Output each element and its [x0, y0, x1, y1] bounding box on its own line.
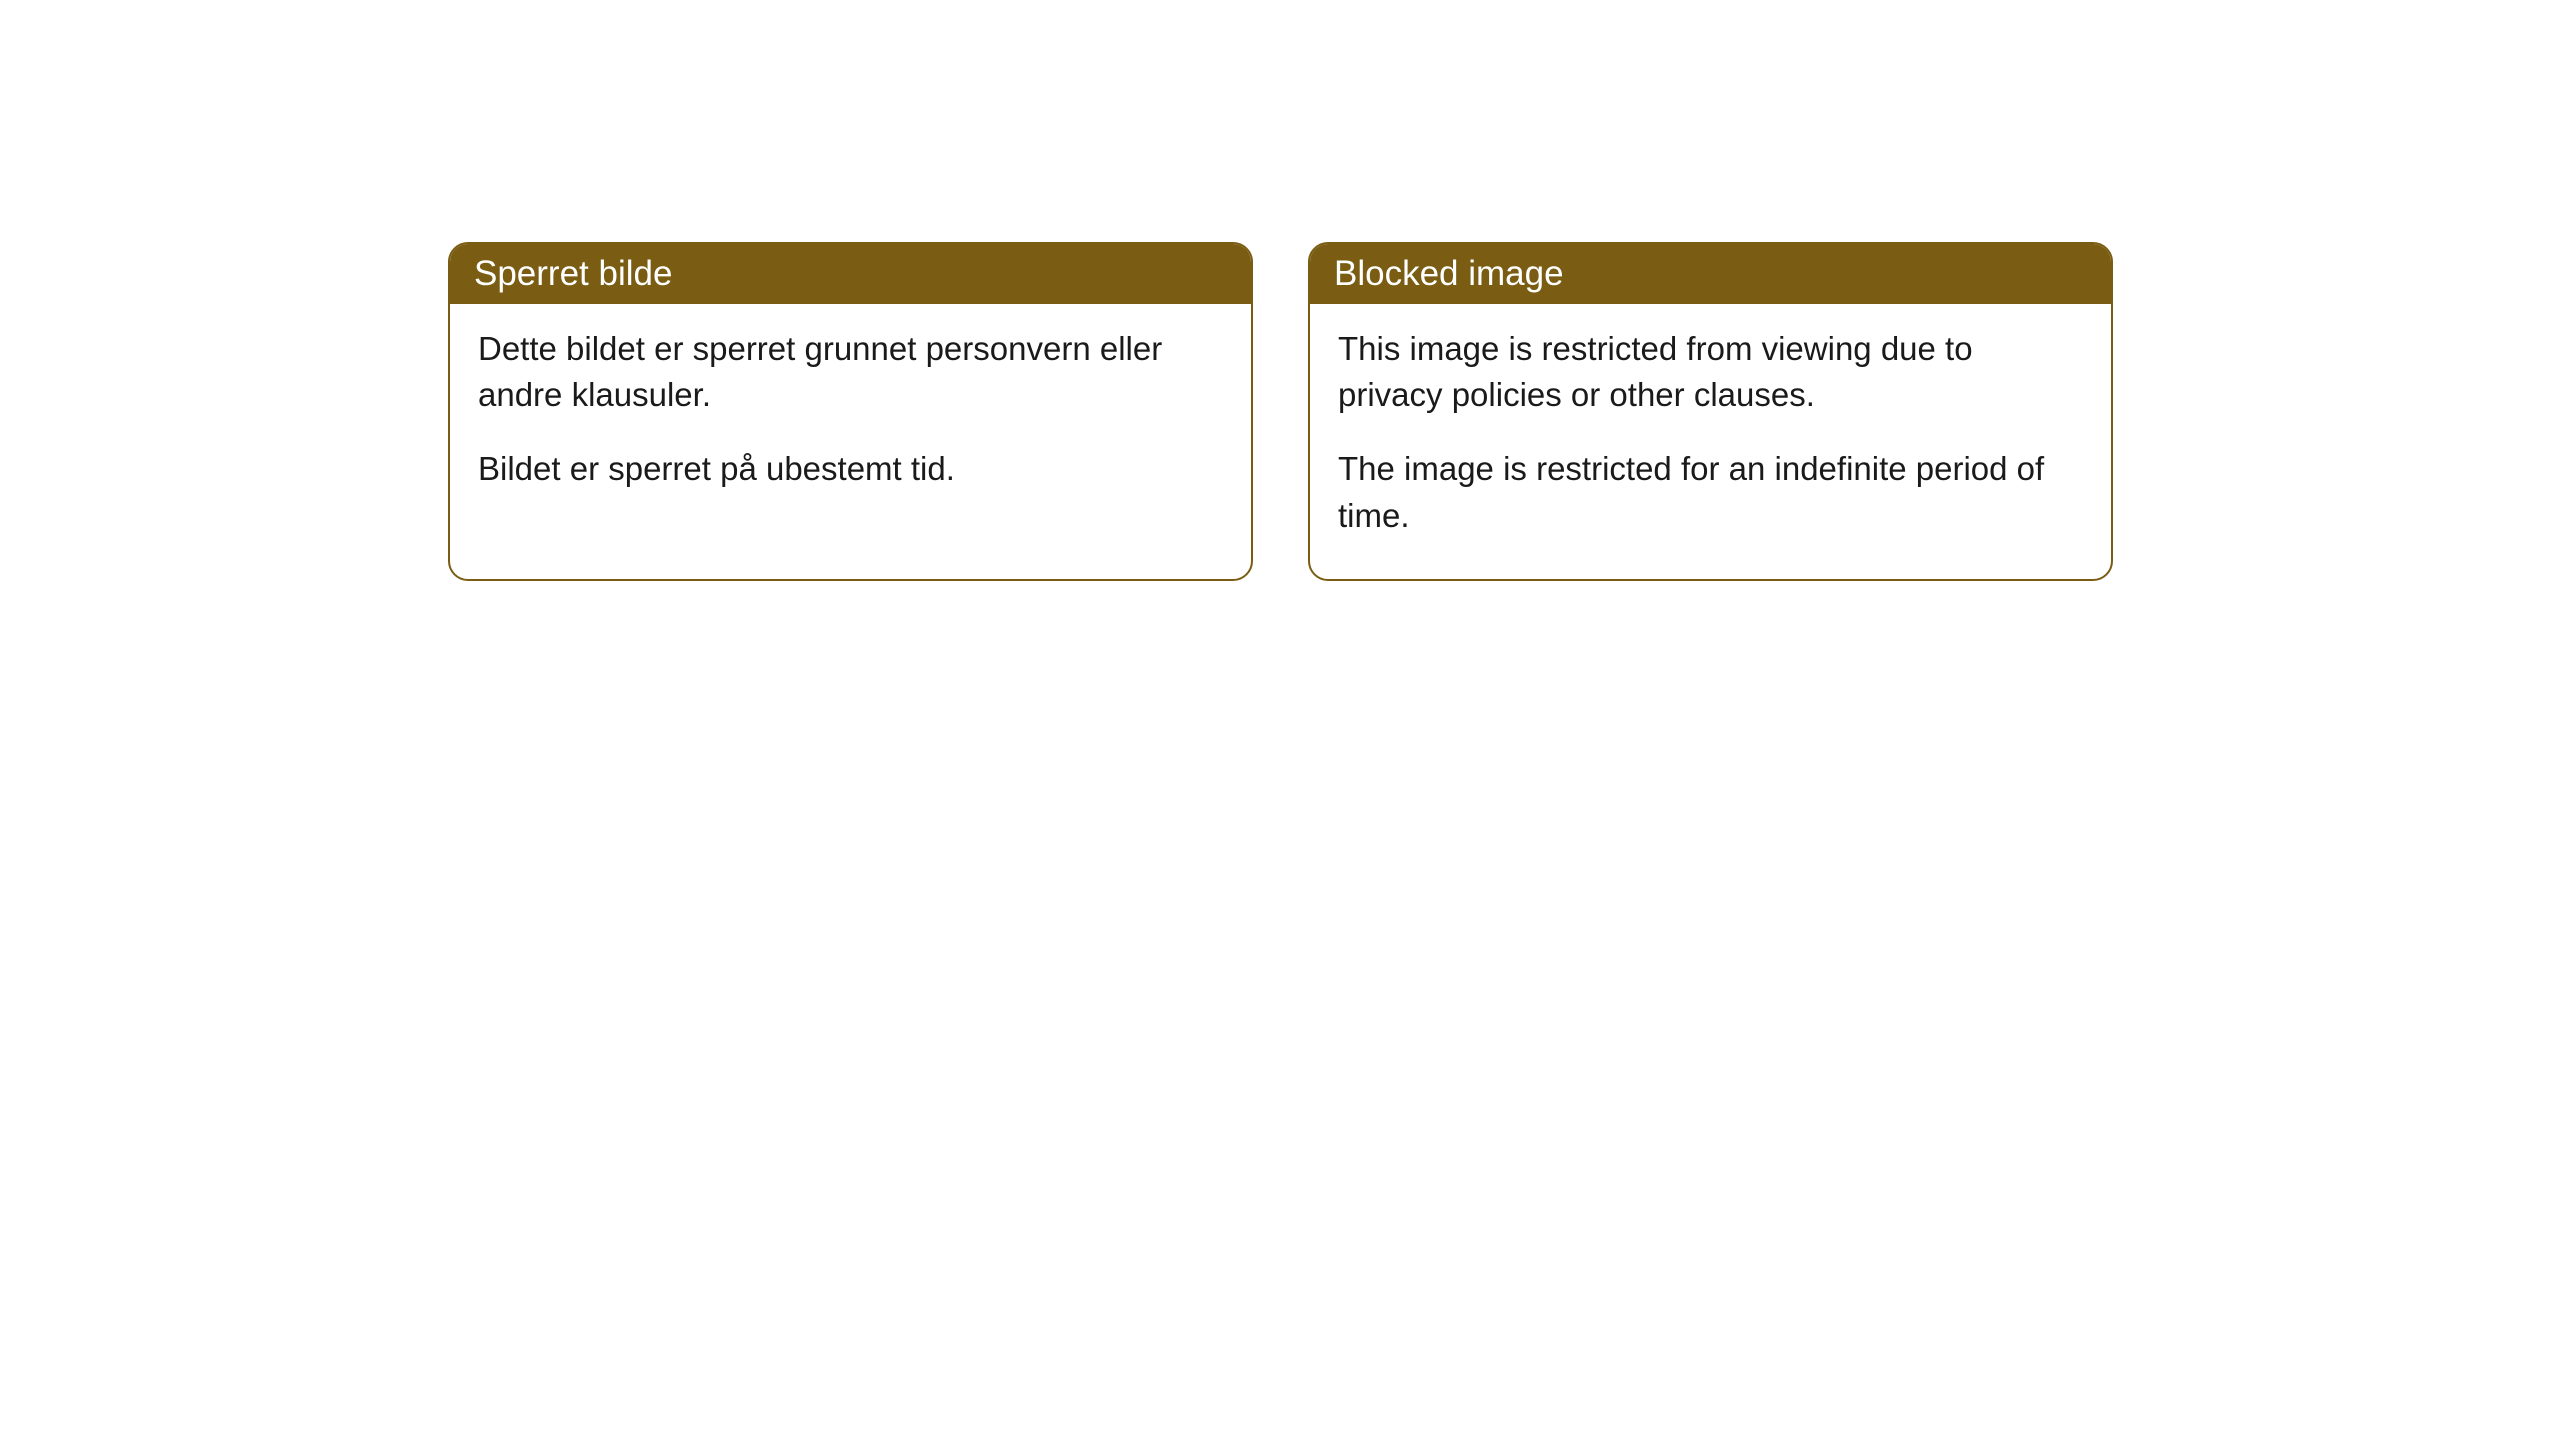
card-paragraph-2-en: The image is restricted for an indefinit…	[1338, 446, 2083, 538]
blocked-image-card-en: Blocked image This image is restricted f…	[1308, 242, 2113, 581]
card-body-en: This image is restricted from viewing du…	[1310, 304, 2111, 579]
card-title-en: Blocked image	[1334, 254, 1564, 293]
card-body-no: Dette bildet er sperret grunnet personve…	[450, 304, 1251, 533]
card-title-no: Sperret bilde	[474, 254, 672, 293]
card-header-en: Blocked image	[1310, 244, 2111, 304]
notice-cards-container: Sperret bilde Dette bildet er sperret gr…	[448, 242, 2113, 581]
card-header-no: Sperret bilde	[450, 244, 1251, 304]
blocked-image-card-no: Sperret bilde Dette bildet er sperret gr…	[448, 242, 1253, 581]
card-paragraph-2-no: Bildet er sperret på ubestemt tid.	[478, 446, 1223, 492]
card-paragraph-1-en: This image is restricted from viewing du…	[1338, 326, 2083, 418]
card-paragraph-1-no: Dette bildet er sperret grunnet personve…	[478, 326, 1223, 418]
